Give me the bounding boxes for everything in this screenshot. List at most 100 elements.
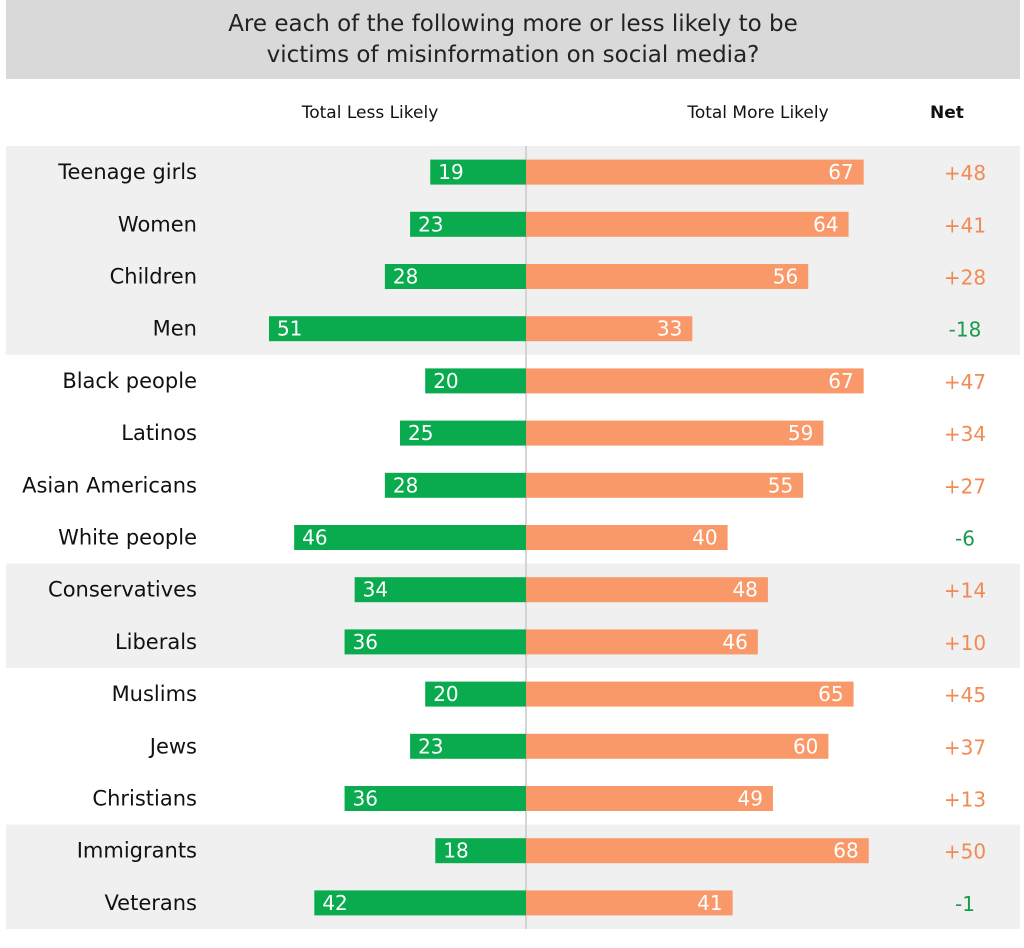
bar-less-likely bbox=[410, 211, 526, 237]
value-label-less: 23 bbox=[418, 734, 443, 758]
bar-less-likely bbox=[344, 786, 526, 811]
bar-less-likely bbox=[435, 838, 526, 864]
net-value: +41 bbox=[944, 213, 986, 237]
net-value: +47 bbox=[944, 370, 986, 394]
bar-more-likely bbox=[526, 525, 728, 550]
chart-row: Teenage girls 19 67 +48 bbox=[57, 159, 986, 185]
chart-row: Women 23 64 +41 bbox=[118, 211, 986, 237]
net-value: +27 bbox=[944, 474, 986, 498]
header-total-less-likely: Total Less Likely bbox=[301, 103, 439, 123]
category-label: Christians bbox=[92, 787, 197, 811]
value-label-more: 48 bbox=[732, 578, 757, 602]
value-label-less: 28 bbox=[393, 473, 418, 497]
category-label: Teenage girls bbox=[57, 160, 197, 184]
bar-less-likely bbox=[294, 525, 526, 550]
bar-less-likely bbox=[430, 159, 526, 185]
bar-more-likely bbox=[526, 316, 693, 342]
value-label-more: 55 bbox=[768, 473, 793, 497]
value-label-more: 65 bbox=[818, 682, 843, 706]
bar-less-likely bbox=[425, 681, 526, 707]
value-label-less: 51 bbox=[277, 317, 302, 341]
header-net: Net bbox=[930, 103, 964, 123]
value-label-more: 46 bbox=[722, 630, 747, 654]
value-label-more: 67 bbox=[828, 160, 853, 184]
chart-row: Black people 20 67 +47 bbox=[62, 368, 986, 394]
bar-more-likely bbox=[526, 159, 864, 185]
category-label: White people bbox=[58, 526, 197, 550]
bar-more-likely bbox=[526, 420, 824, 446]
net-value: -1 bbox=[955, 892, 975, 916]
value-label-more: 68 bbox=[833, 839, 858, 863]
category-label: Muslims bbox=[112, 682, 197, 706]
category-label: Asian Americans bbox=[22, 473, 197, 497]
bar-more-likely bbox=[526, 890, 733, 916]
value-label-more: 41 bbox=[697, 891, 722, 915]
bar-less-likely bbox=[314, 890, 526, 916]
bar-more-likely bbox=[526, 211, 849, 237]
value-label-more: 49 bbox=[738, 787, 763, 811]
value-label-more: 64 bbox=[813, 212, 838, 236]
bar-more-likely bbox=[526, 681, 854, 707]
category-label: Liberals bbox=[115, 630, 197, 654]
value-label-less: 20 bbox=[433, 682, 458, 706]
bar-less-likely bbox=[384, 264, 526, 289]
bar-less-likely bbox=[410, 733, 526, 759]
bar-more-likely bbox=[526, 577, 768, 603]
bar-more-likely bbox=[526, 733, 829, 759]
net-value: +37 bbox=[944, 735, 986, 759]
bar-less-likely bbox=[268, 316, 526, 342]
category-label: Women bbox=[118, 212, 197, 236]
category-label: Immigrants bbox=[77, 839, 197, 863]
bar-more-likely bbox=[526, 368, 864, 394]
value-label-less: 25 bbox=[408, 421, 433, 445]
value-label-more: 40 bbox=[692, 526, 717, 550]
value-label-less: 23 bbox=[418, 212, 443, 236]
category-label: Children bbox=[110, 265, 197, 289]
net-value: -18 bbox=[949, 318, 982, 342]
value-label-more: 33 bbox=[657, 317, 682, 341]
chart-row: Liberals 36 46 +10 bbox=[115, 629, 986, 655]
value-label-less: 46 bbox=[302, 526, 327, 550]
category-label: Men bbox=[153, 317, 197, 341]
chart-row: Christians 36 49 +13 bbox=[92, 786, 986, 812]
chart-row: Jews 23 60 +37 bbox=[148, 733, 986, 759]
bar-more-likely bbox=[526, 838, 869, 864]
net-value: +45 bbox=[944, 683, 986, 707]
chart-title: Are each of the following more or less l… bbox=[6, 0, 1020, 79]
bar-less-likely bbox=[425, 368, 526, 394]
value-label-less: 18 bbox=[443, 839, 468, 863]
category-label: Conservatives bbox=[48, 578, 197, 602]
chart-row: Muslims 20 65 +45 bbox=[112, 681, 986, 707]
chart-row: White people 46 40 -6 bbox=[58, 525, 975, 551]
bar-more-likely bbox=[526, 264, 809, 289]
chart-row: Veterans 42 41 -1 bbox=[104, 890, 975, 916]
value-label-less: 36 bbox=[353, 630, 378, 654]
category-label: Veterans bbox=[104, 891, 197, 915]
chart-row: Latinos 25 59 +34 bbox=[121, 420, 986, 446]
bar-more-likely bbox=[526, 786, 773, 811]
net-value: +13 bbox=[944, 788, 986, 812]
value-label-less: 28 bbox=[393, 265, 418, 289]
bar-less-likely bbox=[384, 472, 526, 498]
header-total-more-likely: Total More Likely bbox=[687, 103, 829, 123]
net-value: -6 bbox=[955, 527, 975, 551]
category-label: Jews bbox=[148, 734, 197, 758]
value-label-more: 56 bbox=[773, 265, 798, 289]
chart-row: Asian Americans 28 55 +27 bbox=[22, 472, 986, 498]
value-label-less: 42 bbox=[322, 891, 347, 915]
value-label-less: 19 bbox=[438, 160, 463, 184]
net-value: +10 bbox=[944, 631, 986, 655]
chart-row: Immigrants 18 68 +50 bbox=[77, 838, 986, 864]
net-value: +34 bbox=[944, 422, 986, 446]
value-label-less: 34 bbox=[363, 578, 388, 602]
value-label-more: 60 bbox=[793, 734, 818, 758]
value-label-more: 59 bbox=[788, 421, 813, 445]
net-value: +48 bbox=[944, 161, 986, 185]
chart-rows: Teenage girls 19 67 +48 Women 23 64 +41 Children… bbox=[22, 159, 986, 916]
bar-more-likely bbox=[526, 629, 758, 655]
chart-row: Children 28 56 +28 bbox=[110, 264, 986, 290]
value-label-less: 20 bbox=[433, 369, 458, 393]
bar-less-likely bbox=[344, 629, 526, 655]
net-value: +50 bbox=[944, 840, 986, 864]
